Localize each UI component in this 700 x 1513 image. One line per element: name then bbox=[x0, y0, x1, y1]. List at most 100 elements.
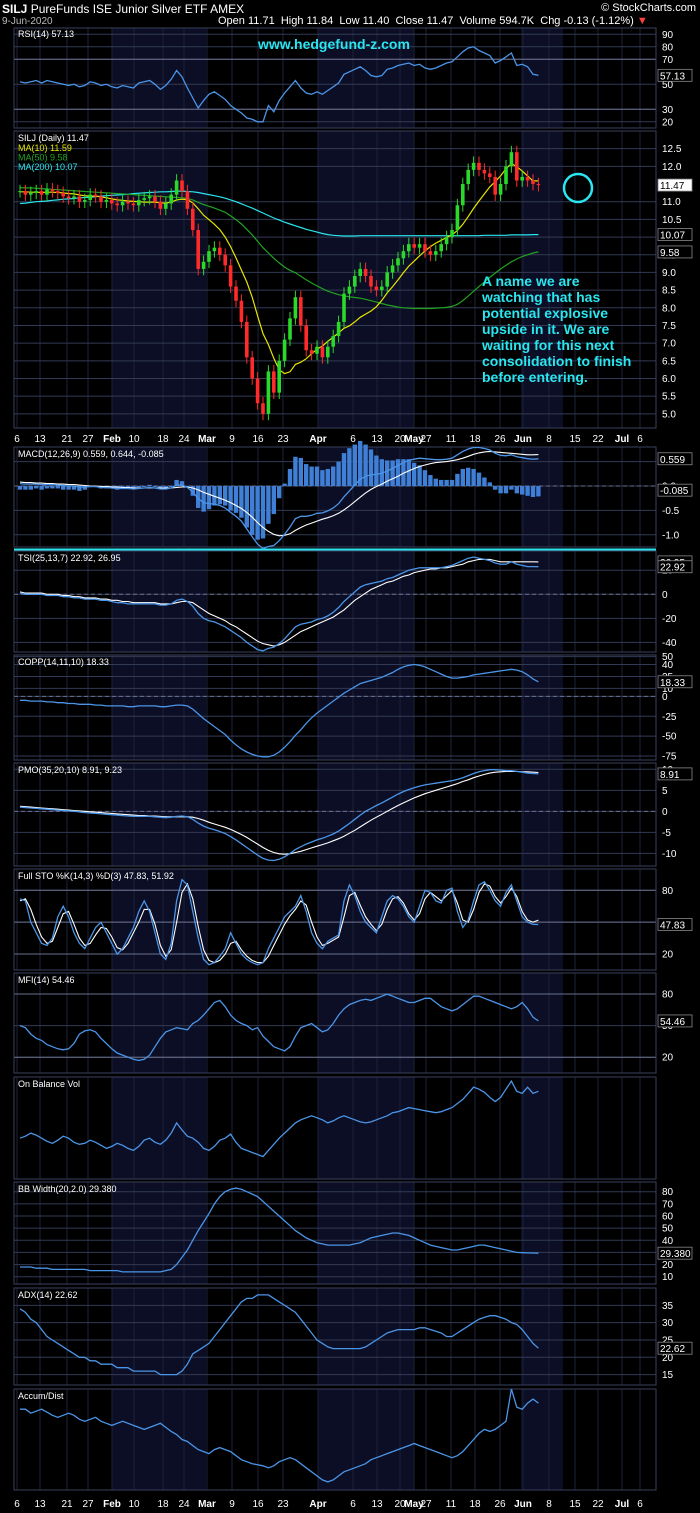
candle-body bbox=[353, 275, 357, 287]
indicator-value-tag-box bbox=[657, 1014, 693, 1028]
macd-histogram-bar bbox=[136, 486, 141, 488]
macd-histogram-bar bbox=[298, 457, 303, 487]
macd-histogram-bar bbox=[363, 444, 368, 487]
x-tick-label: 27 bbox=[420, 434, 432, 445]
candle-body bbox=[207, 251, 211, 262]
month-band bbox=[112, 1077, 206, 1179]
macd-histogram-bar bbox=[336, 461, 341, 487]
ma-legend: MA(50) 9.58 bbox=[18, 153, 68, 163]
macd-histogram-bar bbox=[395, 459, 401, 487]
indicator-line bbox=[19, 1294, 539, 1376]
macd-histogram-bar bbox=[368, 449, 374, 487]
candle-body bbox=[272, 371, 276, 393]
indicator-value-tag: 29.380 bbox=[660, 1249, 691, 1260]
candle-body bbox=[455, 205, 460, 230]
indicator-value-tag: 22.92 bbox=[660, 563, 685, 574]
macd-histogram-bar bbox=[352, 444, 357, 487]
y-tick-label: 80 bbox=[662, 42, 674, 53]
y-tick-label: 12.0 bbox=[662, 162, 682, 173]
candle-body bbox=[234, 286, 238, 301]
y-tick-label: 12.5 bbox=[662, 144, 682, 155]
month-band bbox=[521, 28, 563, 128]
ma50-line bbox=[19, 187, 539, 310]
open-value: 11.71 bbox=[247, 15, 275, 27]
macd-histogram-bar bbox=[228, 486, 233, 511]
candle-body bbox=[412, 244, 416, 248]
macd-histogram-bar bbox=[428, 475, 433, 487]
x-tick-label-bottom: 6 bbox=[350, 1499, 356, 1510]
x-tick-label: 16 bbox=[252, 434, 264, 445]
symbol-line: SILJ PureFunds ISE Junior Silver ETF AME… bbox=[2, 2, 244, 16]
x-tick-label: 23 bbox=[277, 434, 289, 445]
candle-body bbox=[228, 265, 233, 287]
candle-body bbox=[493, 176, 497, 195]
rsi-line bbox=[19, 46, 539, 123]
macd-histogram-bar bbox=[158, 486, 163, 489]
candle-body bbox=[255, 378, 260, 404]
month-band bbox=[112, 1182, 206, 1284]
candle-body bbox=[120, 201, 125, 206]
candle-body bbox=[342, 293, 346, 322]
month-band bbox=[112, 447, 206, 547]
x-tick-label-bottom: 13 bbox=[371, 1499, 383, 1510]
macd-histogram-bar bbox=[374, 455, 379, 487]
macd-histogram-bar bbox=[271, 486, 276, 515]
candle-body bbox=[164, 203, 168, 209]
candle-body bbox=[374, 286, 379, 291]
chg-value: -0.13 (-1.12%) bbox=[563, 15, 634, 27]
indicator-value-tag-box bbox=[657, 918, 693, 931]
panel-border bbox=[13, 972, 657, 1074]
macd-histogram-bar bbox=[201, 486, 206, 512]
month-band bbox=[521, 551, 563, 652]
watch-circle-icon bbox=[562, 172, 594, 204]
x-tick-label-bottom: 22 bbox=[592, 1499, 604, 1510]
y-tick-label: 80 bbox=[662, 990, 674, 1001]
month-band bbox=[318, 1077, 414, 1179]
y-tick-label: -1.0 bbox=[662, 530, 680, 541]
x-tick-label-bottom: 24 bbox=[178, 1499, 190, 1510]
macd-histogram-bar bbox=[444, 479, 449, 487]
candle-body bbox=[50, 189, 55, 192]
macd-histogram-bar bbox=[147, 484, 152, 487]
candle-body bbox=[77, 196, 82, 202]
candle-body bbox=[444, 237, 449, 245]
macd-histogram-bar bbox=[287, 468, 293, 487]
chg-label: Chg bbox=[540, 15, 561, 27]
y-tick-label: 7.5 bbox=[662, 321, 676, 332]
high-value: 11.84 bbox=[306, 15, 334, 27]
macd-histogram-bar bbox=[482, 477, 487, 487]
indicator-legend: Accum/Dist bbox=[18, 1391, 64, 1401]
macd-histogram-bar bbox=[17, 486, 23, 490]
macd-histogram-bar bbox=[385, 460, 390, 487]
y-tick-label: 8.0 bbox=[662, 303, 676, 314]
macd-histogram-bar bbox=[77, 486, 82, 491]
macd-histogram-bar bbox=[449, 479, 455, 487]
macd-histogram-bar bbox=[525, 486, 530, 496]
y-tick-label: -75 bbox=[662, 752, 677, 763]
indicator-legend: BB Width(20,2.0) 29.380 bbox=[18, 1184, 117, 1194]
x-tick-label-bottom: 18 bbox=[469, 1499, 481, 1510]
signal-line bbox=[19, 770, 539, 855]
x-tick-label-bottom: Jun bbox=[514, 1499, 532, 1510]
date-label: 9-Jun-2020 bbox=[2, 16, 53, 27]
x-tick-label: Jul bbox=[615, 434, 630, 445]
macd-histogram-bar bbox=[23, 486, 28, 490]
candle-body bbox=[369, 275, 373, 287]
candle-body bbox=[515, 152, 519, 181]
candle-body bbox=[277, 360, 281, 393]
y-tick-label: 5 bbox=[662, 786, 668, 797]
indicator-line bbox=[19, 556, 539, 652]
macd-histogram-bar bbox=[190, 486, 195, 496]
candle-body bbox=[488, 173, 492, 177]
indicator-value-tag: 47.83 bbox=[660, 920, 685, 931]
y-tick-label: -50 bbox=[662, 732, 677, 743]
month-band bbox=[318, 1288, 414, 1385]
month-band bbox=[112, 869, 206, 970]
x-tick-label-bottom: Mar bbox=[198, 1499, 216, 1510]
candle-body bbox=[520, 176, 524, 181]
candle-body bbox=[347, 286, 352, 294]
candle-body bbox=[401, 251, 406, 259]
y-tick-label: 10 bbox=[662, 1272, 674, 1283]
macd-histogram-bar bbox=[466, 467, 471, 487]
indicator-value-tag-box bbox=[657, 1341, 693, 1355]
